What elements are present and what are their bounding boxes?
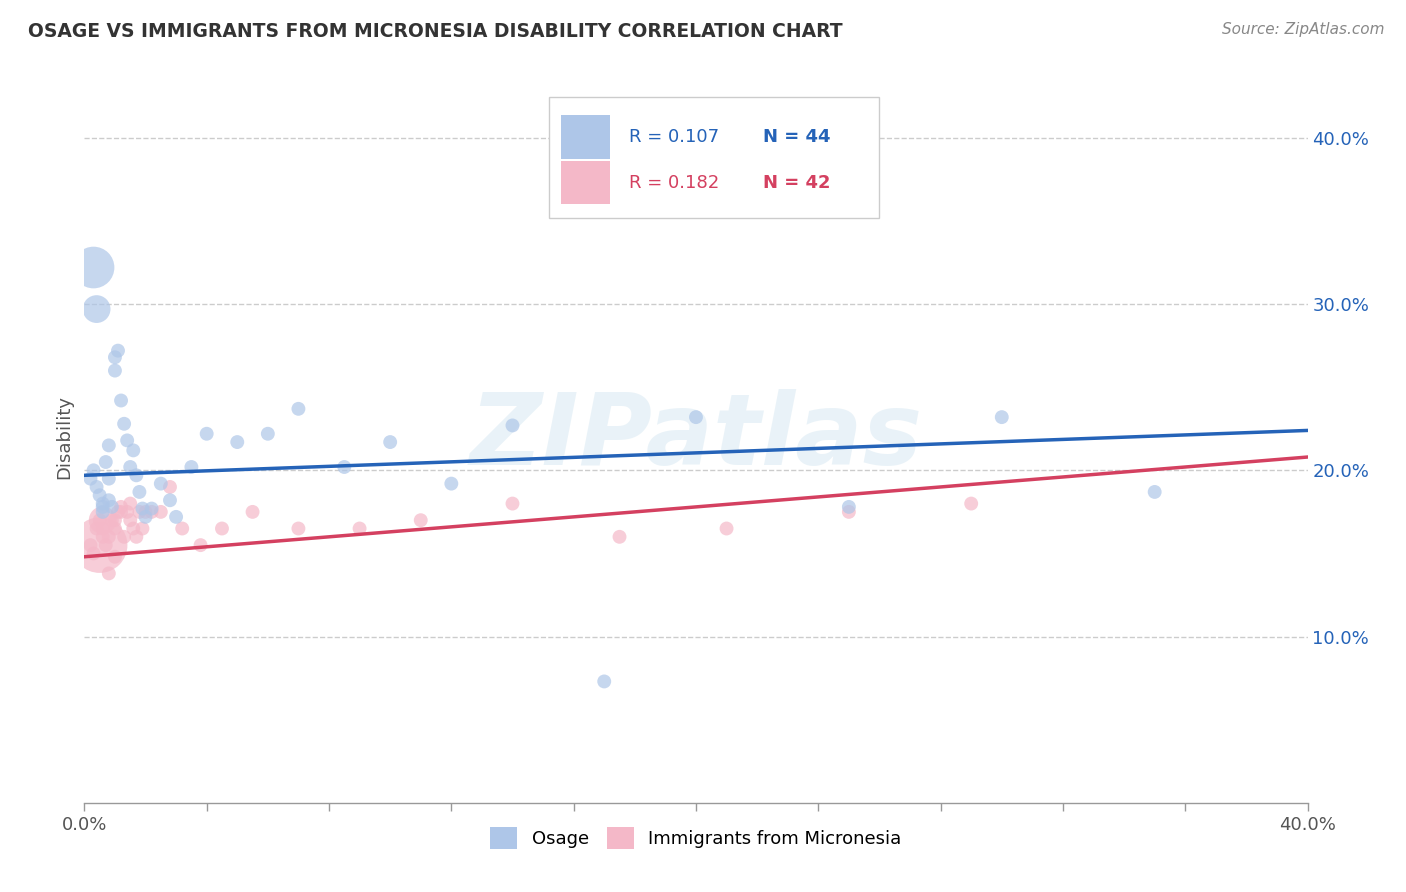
- Point: [115, 505, 138, 519]
- Point: [125, 530, 148, 544]
- Point: [838, 500, 860, 514]
- Point: [172, 521, 194, 535]
- Point: [149, 505, 172, 519]
- Point: [125, 468, 148, 483]
- Point: [141, 505, 163, 519]
- Point: [122, 443, 145, 458]
- Point: [101, 500, 124, 514]
- Point: [149, 476, 172, 491]
- Legend: Osage, Immigrants from Micronesia: Osage, Immigrants from Micronesia: [484, 820, 908, 856]
- Point: [120, 513, 142, 527]
- Point: [165, 509, 187, 524]
- Point: [115, 434, 138, 448]
- Point: [104, 363, 127, 377]
- Point: [104, 521, 127, 535]
- Point: [838, 505, 860, 519]
- Point: [97, 472, 120, 486]
- Point: [107, 505, 129, 519]
- Point: [1143, 484, 1166, 499]
- Point: [112, 417, 135, 431]
- Point: [593, 674, 616, 689]
- Point: [135, 505, 157, 519]
- Point: [89, 513, 111, 527]
- Point: [180, 460, 202, 475]
- Point: [86, 521, 108, 535]
- Point: [440, 476, 463, 491]
- Point: [960, 497, 983, 511]
- Point: [502, 497, 524, 511]
- Point: [211, 521, 233, 535]
- Y-axis label: Disability: Disability: [55, 395, 73, 479]
- Point: [97, 493, 120, 508]
- Point: [83, 463, 105, 477]
- Point: [89, 488, 111, 502]
- Point: [195, 426, 218, 441]
- Text: ZIPatlas: ZIPatlas: [470, 389, 922, 485]
- Point: [242, 505, 264, 519]
- Point: [131, 521, 153, 535]
- Point: [159, 480, 181, 494]
- Point: [86, 480, 108, 494]
- Point: [120, 497, 142, 511]
- Point: [89, 538, 111, 552]
- Text: R = 0.182: R = 0.182: [628, 174, 718, 192]
- Point: [991, 410, 1014, 425]
- Point: [122, 521, 145, 535]
- Point: [79, 538, 101, 552]
- Point: [128, 484, 150, 499]
- Point: [97, 530, 120, 544]
- Point: [97, 438, 120, 452]
- Point: [104, 351, 127, 365]
- Text: N = 44: N = 44: [763, 128, 831, 146]
- FancyBboxPatch shape: [561, 161, 610, 204]
- Point: [110, 500, 132, 514]
- Point: [101, 513, 124, 527]
- Point: [128, 505, 150, 519]
- Point: [79, 472, 101, 486]
- Point: [135, 509, 157, 524]
- Point: [226, 435, 249, 450]
- Point: [110, 393, 132, 408]
- Point: [287, 401, 309, 416]
- Point: [91, 497, 114, 511]
- Point: [91, 513, 114, 527]
- Point: [409, 513, 432, 527]
- Point: [190, 538, 212, 552]
- Point: [94, 455, 117, 469]
- Text: R = 0.107: R = 0.107: [628, 128, 718, 146]
- Point: [107, 343, 129, 358]
- Point: [83, 260, 105, 275]
- Point: [91, 505, 114, 519]
- Point: [131, 501, 153, 516]
- Point: [83, 546, 105, 560]
- Text: OSAGE VS IMMIGRANTS FROM MICRONESIA DISABILITY CORRELATION CHART: OSAGE VS IMMIGRANTS FROM MICRONESIA DISA…: [28, 22, 842, 41]
- FancyBboxPatch shape: [550, 97, 880, 218]
- Point: [94, 538, 117, 552]
- Point: [97, 566, 120, 581]
- Point: [91, 500, 114, 514]
- Point: [502, 418, 524, 433]
- Text: Source: ZipAtlas.com: Source: ZipAtlas.com: [1222, 22, 1385, 37]
- Point: [112, 530, 135, 544]
- Point: [86, 301, 108, 317]
- Point: [91, 530, 114, 544]
- Point: [609, 530, 631, 544]
- Point: [141, 501, 163, 516]
- Point: [104, 513, 127, 527]
- Point: [380, 435, 402, 450]
- Point: [349, 521, 371, 535]
- Point: [104, 549, 127, 564]
- Point: [685, 410, 707, 425]
- Point: [287, 521, 309, 535]
- FancyBboxPatch shape: [561, 115, 610, 159]
- Point: [333, 460, 356, 475]
- Point: [257, 426, 280, 441]
- Text: N = 42: N = 42: [763, 174, 831, 192]
- Point: [716, 521, 738, 535]
- Point: [159, 493, 181, 508]
- Point: [110, 505, 132, 519]
- Point: [91, 521, 114, 535]
- Point: [120, 460, 142, 475]
